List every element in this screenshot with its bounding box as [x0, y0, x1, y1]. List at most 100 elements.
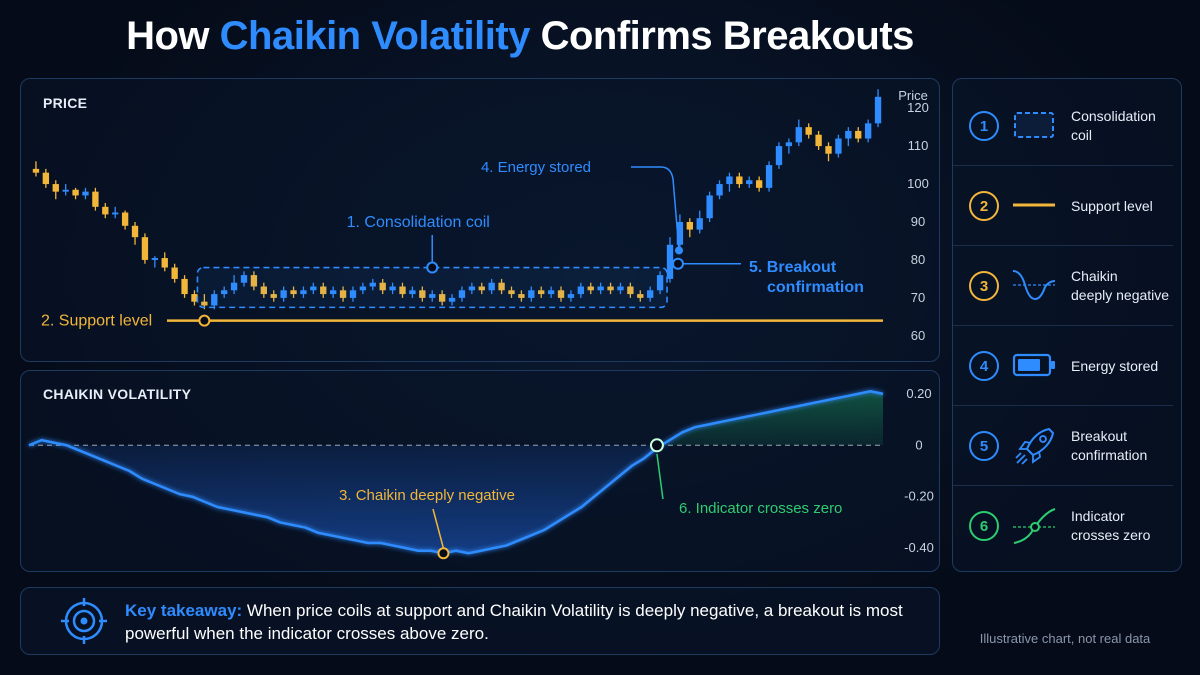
legend-label-line1: Indicator: [1071, 508, 1125, 524]
candle: [339, 286, 347, 302]
price-tick-label: 60: [911, 328, 925, 343]
legend-label: Energy stored: [1071, 327, 1175, 405]
candle: [736, 172, 743, 188]
price-tick-label: 90: [911, 214, 925, 229]
candle: [448, 294, 456, 306]
candle-body: [250, 275, 258, 287]
candle-body: [587, 286, 594, 291]
candle-body: [845, 130, 852, 139]
cv-tick-label: -0.20: [904, 489, 934, 504]
candle: [92, 187, 99, 211]
dashed-box-icon: [1014, 112, 1054, 138]
candle-body: [508, 290, 515, 295]
energy-marker: [675, 246, 683, 255]
candle-body: [359, 286, 367, 291]
candle: [498, 278, 505, 295]
candle-body: [320, 286, 327, 295]
candle: [151, 256, 159, 268]
candle: [666, 237, 674, 283]
candle-body: [171, 267, 178, 279]
candle-body: [161, 258, 168, 268]
cv-tick-label: 0: [915, 437, 922, 452]
legend-number: 5: [969, 431, 999, 461]
legend-label: Breakout confirmation: [1071, 407, 1175, 485]
candle: [230, 275, 238, 295]
candle-body: [201, 301, 208, 306]
candle: [32, 161, 40, 177]
candle-body: [716, 184, 723, 196]
candle: [746, 176, 753, 188]
candle-body: [815, 134, 822, 147]
candle: [221, 286, 228, 298]
candle: [62, 184, 69, 196]
battery-icon: [1012, 353, 1055, 377]
candle: [855, 127, 862, 143]
consolidation-box: [196, 266, 668, 309]
cross-zero-annotation: 6. Indicator crosses zero: [679, 500, 842, 517]
candle-body: [458, 290, 466, 298]
candle: [52, 180, 59, 200]
candle: [399, 282, 406, 298]
candle-body: [627, 286, 634, 295]
candle: [577, 282, 585, 298]
candle: [161, 252, 168, 272]
candle: [280, 286, 287, 302]
candle: [874, 89, 882, 128]
candle: [300, 286, 307, 298]
candle-body: [389, 286, 396, 291]
candle: [359, 282, 367, 295]
candle: [627, 282, 634, 298]
coil-marker: [426, 261, 439, 274]
candle: [518, 290, 525, 302]
candle: [765, 161, 773, 192]
candle-body: [191, 294, 198, 302]
candle-body: [42, 172, 50, 185]
breakout-annotation-line2: confirmation: [767, 279, 864, 296]
candle: [647, 286, 654, 302]
candle-body: [468, 286, 476, 291]
support-annotation: 2. Support level: [41, 313, 152, 330]
candle-body: [181, 278, 188, 295]
candle: [597, 282, 604, 295]
candle-body: [597, 286, 604, 291]
candle: [349, 286, 357, 302]
candle: [458, 286, 466, 302]
candle: [310, 282, 317, 295]
candle: [270, 290, 277, 302]
candle: [42, 168, 50, 188]
positive-area: [656, 391, 883, 446]
candle: [587, 282, 594, 295]
rocket-icon: [1015, 428, 1054, 465]
price-tick-label: 70: [911, 290, 925, 305]
legend-item: 1 Consolidation coil: [953, 87, 1173, 166]
coil-annotation: 1. Consolidation coil: [347, 214, 490, 231]
candle: [250, 271, 258, 291]
candle: [755, 176, 763, 192]
chaikin-panel-label: CHAIKIN VOLATILITY: [43, 386, 192, 402]
candle-body: [864, 123, 872, 139]
zero-cross-icon: [1013, 508, 1056, 544]
candle: [389, 282, 396, 295]
candle-body: [221, 290, 228, 295]
takeaway-lead: Key takeaway:: [125, 601, 243, 620]
candle-body: [488, 282, 495, 291]
price-panel-label: PRICE: [43, 95, 88, 111]
negative-area: [29, 445, 657, 554]
footnote: Illustrative chart, not real data: [979, 631, 1151, 646]
price-tick-label: 110: [908, 138, 929, 153]
candle-body: [656, 275, 664, 291]
candle: [171, 263, 178, 283]
legend-label: Support level: [1071, 167, 1175, 245]
cv-tick-label: -0.40: [904, 540, 934, 555]
candle: [419, 286, 426, 302]
candle-body: [647, 290, 654, 298]
price-tick-label: 80: [911, 252, 925, 267]
candle: [429, 290, 436, 302]
takeaway-body: When price coils at support and Chaikin …: [125, 601, 903, 643]
candle-body: [151, 258, 159, 260]
candle: [320, 282, 327, 298]
cross-zero-leader: [656, 453, 664, 500]
cross-zero-marker: [649, 438, 664, 453]
chaikin-panel: CHAIKIN VOLATILITY 0.20 0 -0.20 -0.40 3. Ch…: [20, 370, 940, 572]
